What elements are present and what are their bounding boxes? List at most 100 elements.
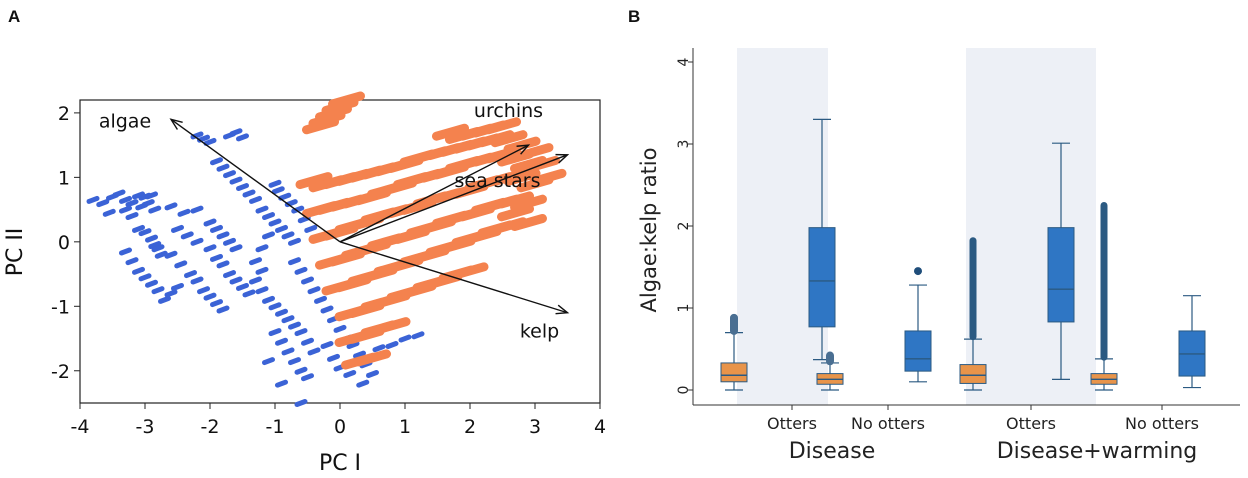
y-tick-label: 2 bbox=[58, 103, 70, 125]
scatter-point-blue bbox=[301, 373, 314, 382]
scatter-point-blue bbox=[314, 295, 327, 304]
y-tick-label: 1 bbox=[676, 304, 692, 313]
scatter-point-blue bbox=[275, 308, 288, 317]
scatter-point-blue bbox=[180, 231, 194, 240]
scatter-point-orange bbox=[432, 123, 469, 141]
scatter-point-blue bbox=[177, 208, 191, 217]
scatter-point-blue bbox=[268, 218, 282, 227]
scatter-point-blue bbox=[203, 292, 217, 301]
scatter-point-blue bbox=[372, 344, 386, 353]
scatter-point-blue bbox=[171, 282, 184, 291]
scatter-point-blue bbox=[174, 260, 188, 269]
loading-label: algae bbox=[99, 110, 151, 132]
scatter-point-blue bbox=[86, 195, 100, 204]
scatter-point-blue bbox=[268, 302, 282, 311]
scatter-point-blue bbox=[385, 340, 399, 349]
scatter-point-blue bbox=[197, 286, 210, 295]
scatter-point-orange bbox=[354, 349, 391, 367]
scatter-point-orange bbox=[373, 317, 411, 335]
scatter-point-blue bbox=[343, 369, 357, 378]
panel-b-categories: Otters No otters Disease Otters No otters Dis… bbox=[767, 405, 1199, 464]
scatter-point-blue bbox=[158, 295, 171, 304]
scatter-point-blue bbox=[249, 257, 262, 266]
x-tick-label: 4 bbox=[594, 416, 606, 438]
scatter-point-blue bbox=[281, 347, 295, 356]
x-tick-label: 2 bbox=[464, 416, 476, 438]
scatter-point-blue bbox=[271, 186, 285, 195]
scatter-point-orange bbox=[302, 117, 339, 135]
scatter-point-blue bbox=[268, 328, 282, 337]
group-shading bbox=[737, 48, 828, 405]
panel-b-ticks: 0 1 2 3 4 bbox=[676, 57, 693, 394]
scatter-point-blue bbox=[411, 331, 425, 340]
loading-arrow bbox=[339, 144, 529, 243]
scatter-point-orange bbox=[510, 194, 547, 212]
scatter-point-blue bbox=[307, 286, 321, 295]
x-tick-label: -2 bbox=[201, 416, 220, 438]
scatter-point-blue bbox=[164, 289, 178, 298]
scatter-point-blue bbox=[190, 237, 204, 246]
scatter-point-blue bbox=[278, 192, 292, 201]
scatter-point-blue bbox=[320, 340, 334, 349]
scatter-point-orange bbox=[510, 213, 547, 231]
scatter-point-blue bbox=[216, 163, 230, 172]
category-label: No otters bbox=[1125, 414, 1199, 433]
loading-arrow bbox=[170, 118, 341, 243]
outlier-point bbox=[914, 267, 922, 276]
scatter-point-blue bbox=[145, 279, 158, 288]
scatter-point-blue bbox=[125, 199, 139, 208]
category-label: Otters bbox=[1006, 414, 1056, 433]
scatter-point-blue bbox=[210, 157, 223, 166]
scatter-point-blue bbox=[398, 334, 412, 343]
scatter-point-blue bbox=[320, 305, 334, 314]
panel-b-shading bbox=[737, 48, 1096, 405]
scatter-point-blue bbox=[304, 224, 318, 233]
scatter-point-blue bbox=[102, 208, 116, 217]
box-blue bbox=[808, 227, 836, 328]
scatter-point-blue bbox=[203, 137, 217, 146]
scatter-point-blue bbox=[242, 289, 256, 298]
scatter-point-blue bbox=[236, 183, 249, 192]
scatter-point-blue bbox=[210, 253, 223, 262]
scatter-point-blue bbox=[288, 321, 301, 330]
panel-a-loadings: algae urchins sea stars kelp bbox=[99, 100, 570, 343]
scatter-point-blue bbox=[145, 234, 158, 243]
box-blue bbox=[1047, 227, 1075, 323]
category-label: Otters bbox=[767, 414, 817, 433]
scatter-point-blue bbox=[288, 257, 301, 266]
scatter-point-blue bbox=[145, 191, 158, 200]
x-tick-label: -4 bbox=[71, 416, 90, 438]
scatter-point-blue bbox=[229, 176, 243, 185]
scatter-point-blue bbox=[229, 276, 243, 285]
group-label: Disease+warming bbox=[997, 439, 1198, 464]
scatter-point-blue bbox=[190, 205, 204, 214]
scatter-point-blue bbox=[216, 305, 230, 314]
scatter-point-orange bbox=[451, 262, 489, 280]
box-orange bbox=[959, 364, 987, 384]
scatter-point-blue bbox=[307, 347, 321, 356]
panel-b-boxes bbox=[720, 118, 1206, 391]
scatter-point-blue bbox=[229, 244, 243, 253]
x-tick-label: -1 bbox=[266, 416, 285, 438]
scatter-point-blue bbox=[125, 257, 139, 266]
scatter-point-blue bbox=[96, 199, 110, 208]
box-blue bbox=[904, 330, 932, 372]
loading-arrow bbox=[339, 241, 568, 314]
scatter-point-blue bbox=[333, 324, 347, 333]
group-shading bbox=[966, 48, 1096, 405]
panel-b-label: B bbox=[628, 7, 640, 26]
scatter-point-blue bbox=[262, 231, 275, 240]
scatter-point-blue bbox=[255, 286, 269, 295]
scatter-point-orange bbox=[484, 117, 521, 135]
panel-a-xlabel: PC I bbox=[319, 451, 361, 476]
y-tick-label: 4 bbox=[676, 57, 692, 66]
scatter-point-blue bbox=[132, 191, 145, 200]
loading-arrowhead bbox=[555, 304, 570, 315]
scatter-point-orange bbox=[490, 130, 528, 148]
scatter-point-blue bbox=[210, 224, 223, 233]
scatter-point-blue bbox=[171, 224, 184, 233]
loading-arrowhead bbox=[555, 153, 570, 164]
panel-a-ticks: -4 -3 -2 -1 0 1 2 3 4 -2 -1 0 1 2 bbox=[51, 103, 606, 438]
scatter-point-blue bbox=[223, 270, 236, 279]
